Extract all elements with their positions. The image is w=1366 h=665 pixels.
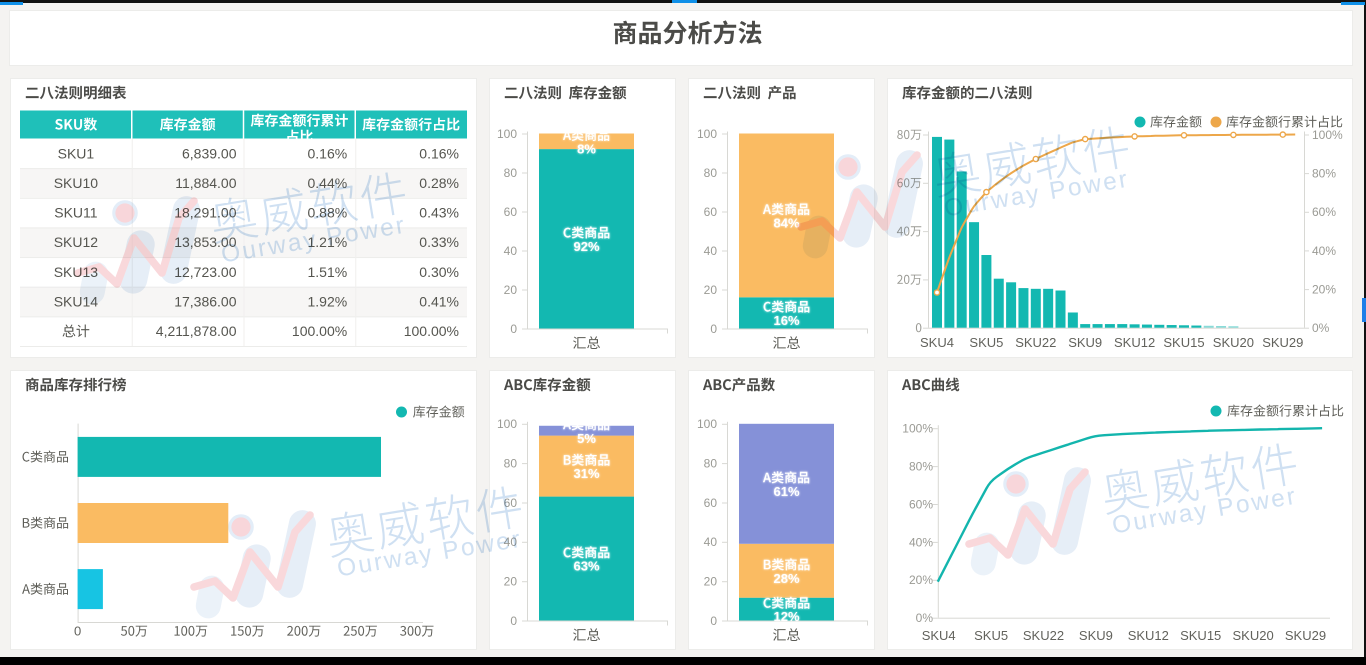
svg-text:60%: 60% xyxy=(909,497,933,511)
svg-text:12,723.00: 12,723.00 xyxy=(174,264,236,280)
svg-text:0.16%: 0.16% xyxy=(307,145,347,161)
svg-text:Ourway Power: Ourway Power xyxy=(942,166,1131,223)
svg-text:12%: 12% xyxy=(773,609,799,624)
svg-text:80: 80 xyxy=(704,166,718,180)
svg-text:Ourway Power: Ourway Power xyxy=(1110,483,1299,540)
svg-text:100.00%: 100.00% xyxy=(404,323,459,339)
svg-text:SKU1: SKU1 xyxy=(58,145,95,161)
svg-text:40%: 40% xyxy=(909,535,933,549)
svg-text:20: 20 xyxy=(704,283,718,297)
svg-text:SKU5: SKU5 xyxy=(974,628,1008,643)
svg-text:100: 100 xyxy=(697,127,717,141)
svg-text:0.33%: 0.33% xyxy=(419,234,459,250)
svg-text:0: 0 xyxy=(510,614,517,628)
svg-text:SKU12: SKU12 xyxy=(1114,335,1155,350)
svg-text:100%: 100% xyxy=(902,422,933,436)
svg-text:20: 20 xyxy=(504,283,518,297)
svg-text:61%: 61% xyxy=(773,484,799,499)
svg-text:100: 100 xyxy=(697,417,717,431)
svg-text:8%: 8% xyxy=(577,141,596,156)
svg-text:60: 60 xyxy=(504,205,518,219)
svg-text:0: 0 xyxy=(510,322,517,336)
svg-text:0.16%: 0.16% xyxy=(419,145,459,161)
svg-text:60: 60 xyxy=(704,205,718,219)
svg-text:SKU15: SKU15 xyxy=(1180,628,1221,643)
svg-text:0.28%: 0.28% xyxy=(419,175,459,191)
svg-text:0: 0 xyxy=(74,624,81,639)
svg-text:Ourway Power: Ourway Power xyxy=(335,526,524,583)
svg-text:SKU22: SKU22 xyxy=(1023,628,1064,643)
svg-text:31%: 31% xyxy=(573,466,599,481)
svg-text:63%: 63% xyxy=(573,559,599,574)
svg-text:40%: 40% xyxy=(1312,244,1336,258)
svg-text:16%: 16% xyxy=(773,313,799,328)
svg-text:11,884.00: 11,884.00 xyxy=(175,175,236,191)
svg-text:0: 0 xyxy=(710,322,717,336)
svg-text:100%: 100% xyxy=(1312,128,1343,142)
svg-text:SKU29: SKU29 xyxy=(1285,628,1326,643)
svg-text:SKU11: SKU11 xyxy=(54,205,98,221)
svg-text:0: 0 xyxy=(710,614,717,628)
svg-text:SKU9: SKU9 xyxy=(1068,335,1102,350)
svg-text:80: 80 xyxy=(704,457,718,471)
svg-text:40: 40 xyxy=(704,535,718,549)
svg-text:100: 100 xyxy=(497,127,517,141)
svg-text:84%: 84% xyxy=(773,216,799,231)
svg-text:40: 40 xyxy=(504,244,518,258)
svg-text:20: 20 xyxy=(704,575,718,589)
svg-text:20%: 20% xyxy=(909,573,933,587)
svg-text:6,839.00: 6,839.00 xyxy=(182,145,237,161)
svg-text:SKU22: SKU22 xyxy=(1015,335,1056,350)
svg-text:Ourway Power: Ourway Power xyxy=(219,212,408,269)
svg-text:100.00%: 100.00% xyxy=(292,323,347,339)
svg-text:0.44%: 0.44% xyxy=(307,175,347,191)
svg-text:0.43%: 0.43% xyxy=(419,205,459,221)
svg-text:80: 80 xyxy=(504,457,518,471)
svg-text:100: 100 xyxy=(497,417,517,431)
svg-text:SKU5: SKU5 xyxy=(969,335,1003,350)
svg-text:SKU20: SKU20 xyxy=(1213,335,1254,350)
svg-text:28%: 28% xyxy=(773,571,799,586)
svg-text:17,386.00: 17,386.00 xyxy=(174,294,236,310)
svg-text:5%: 5% xyxy=(577,431,596,446)
svg-text:0%: 0% xyxy=(1312,321,1330,335)
svg-text:1.92%: 1.92% xyxy=(307,294,347,310)
svg-text:20: 20 xyxy=(504,575,518,589)
svg-text:0%: 0% xyxy=(916,611,934,625)
svg-text:SKU10: SKU10 xyxy=(54,175,99,191)
svg-text:SKU12: SKU12 xyxy=(54,234,99,250)
svg-text:20%: 20% xyxy=(1312,283,1336,297)
svg-text:SKU4: SKU4 xyxy=(920,335,954,350)
svg-text:40: 40 xyxy=(504,535,518,549)
svg-text:SKU15: SKU15 xyxy=(1163,335,1204,350)
svg-text:60: 60 xyxy=(504,496,518,510)
svg-text:SKU29: SKU29 xyxy=(1262,335,1303,350)
svg-text:92%: 92% xyxy=(573,239,599,254)
svg-text:40: 40 xyxy=(704,244,718,258)
svg-text:SKU20: SKU20 xyxy=(1232,628,1273,643)
svg-text:1.21%: 1.21% xyxy=(307,234,347,250)
svg-text:80%: 80% xyxy=(909,460,933,474)
svg-text:SKU9: SKU9 xyxy=(1079,628,1113,643)
svg-text:80: 80 xyxy=(504,166,518,180)
svg-text:SKU4: SKU4 xyxy=(922,628,956,643)
svg-text:1.51%: 1.51% xyxy=(307,264,347,280)
svg-text:60%: 60% xyxy=(1312,205,1336,219)
svg-text:0.41%: 0.41% xyxy=(419,294,459,310)
svg-text:SKU12: SKU12 xyxy=(1128,628,1169,643)
svg-text:60: 60 xyxy=(704,496,718,510)
svg-text:80%: 80% xyxy=(1312,167,1336,181)
svg-text:4,211,878.00: 4,211,878.00 xyxy=(156,323,237,339)
svg-text:0.30%: 0.30% xyxy=(419,264,459,280)
